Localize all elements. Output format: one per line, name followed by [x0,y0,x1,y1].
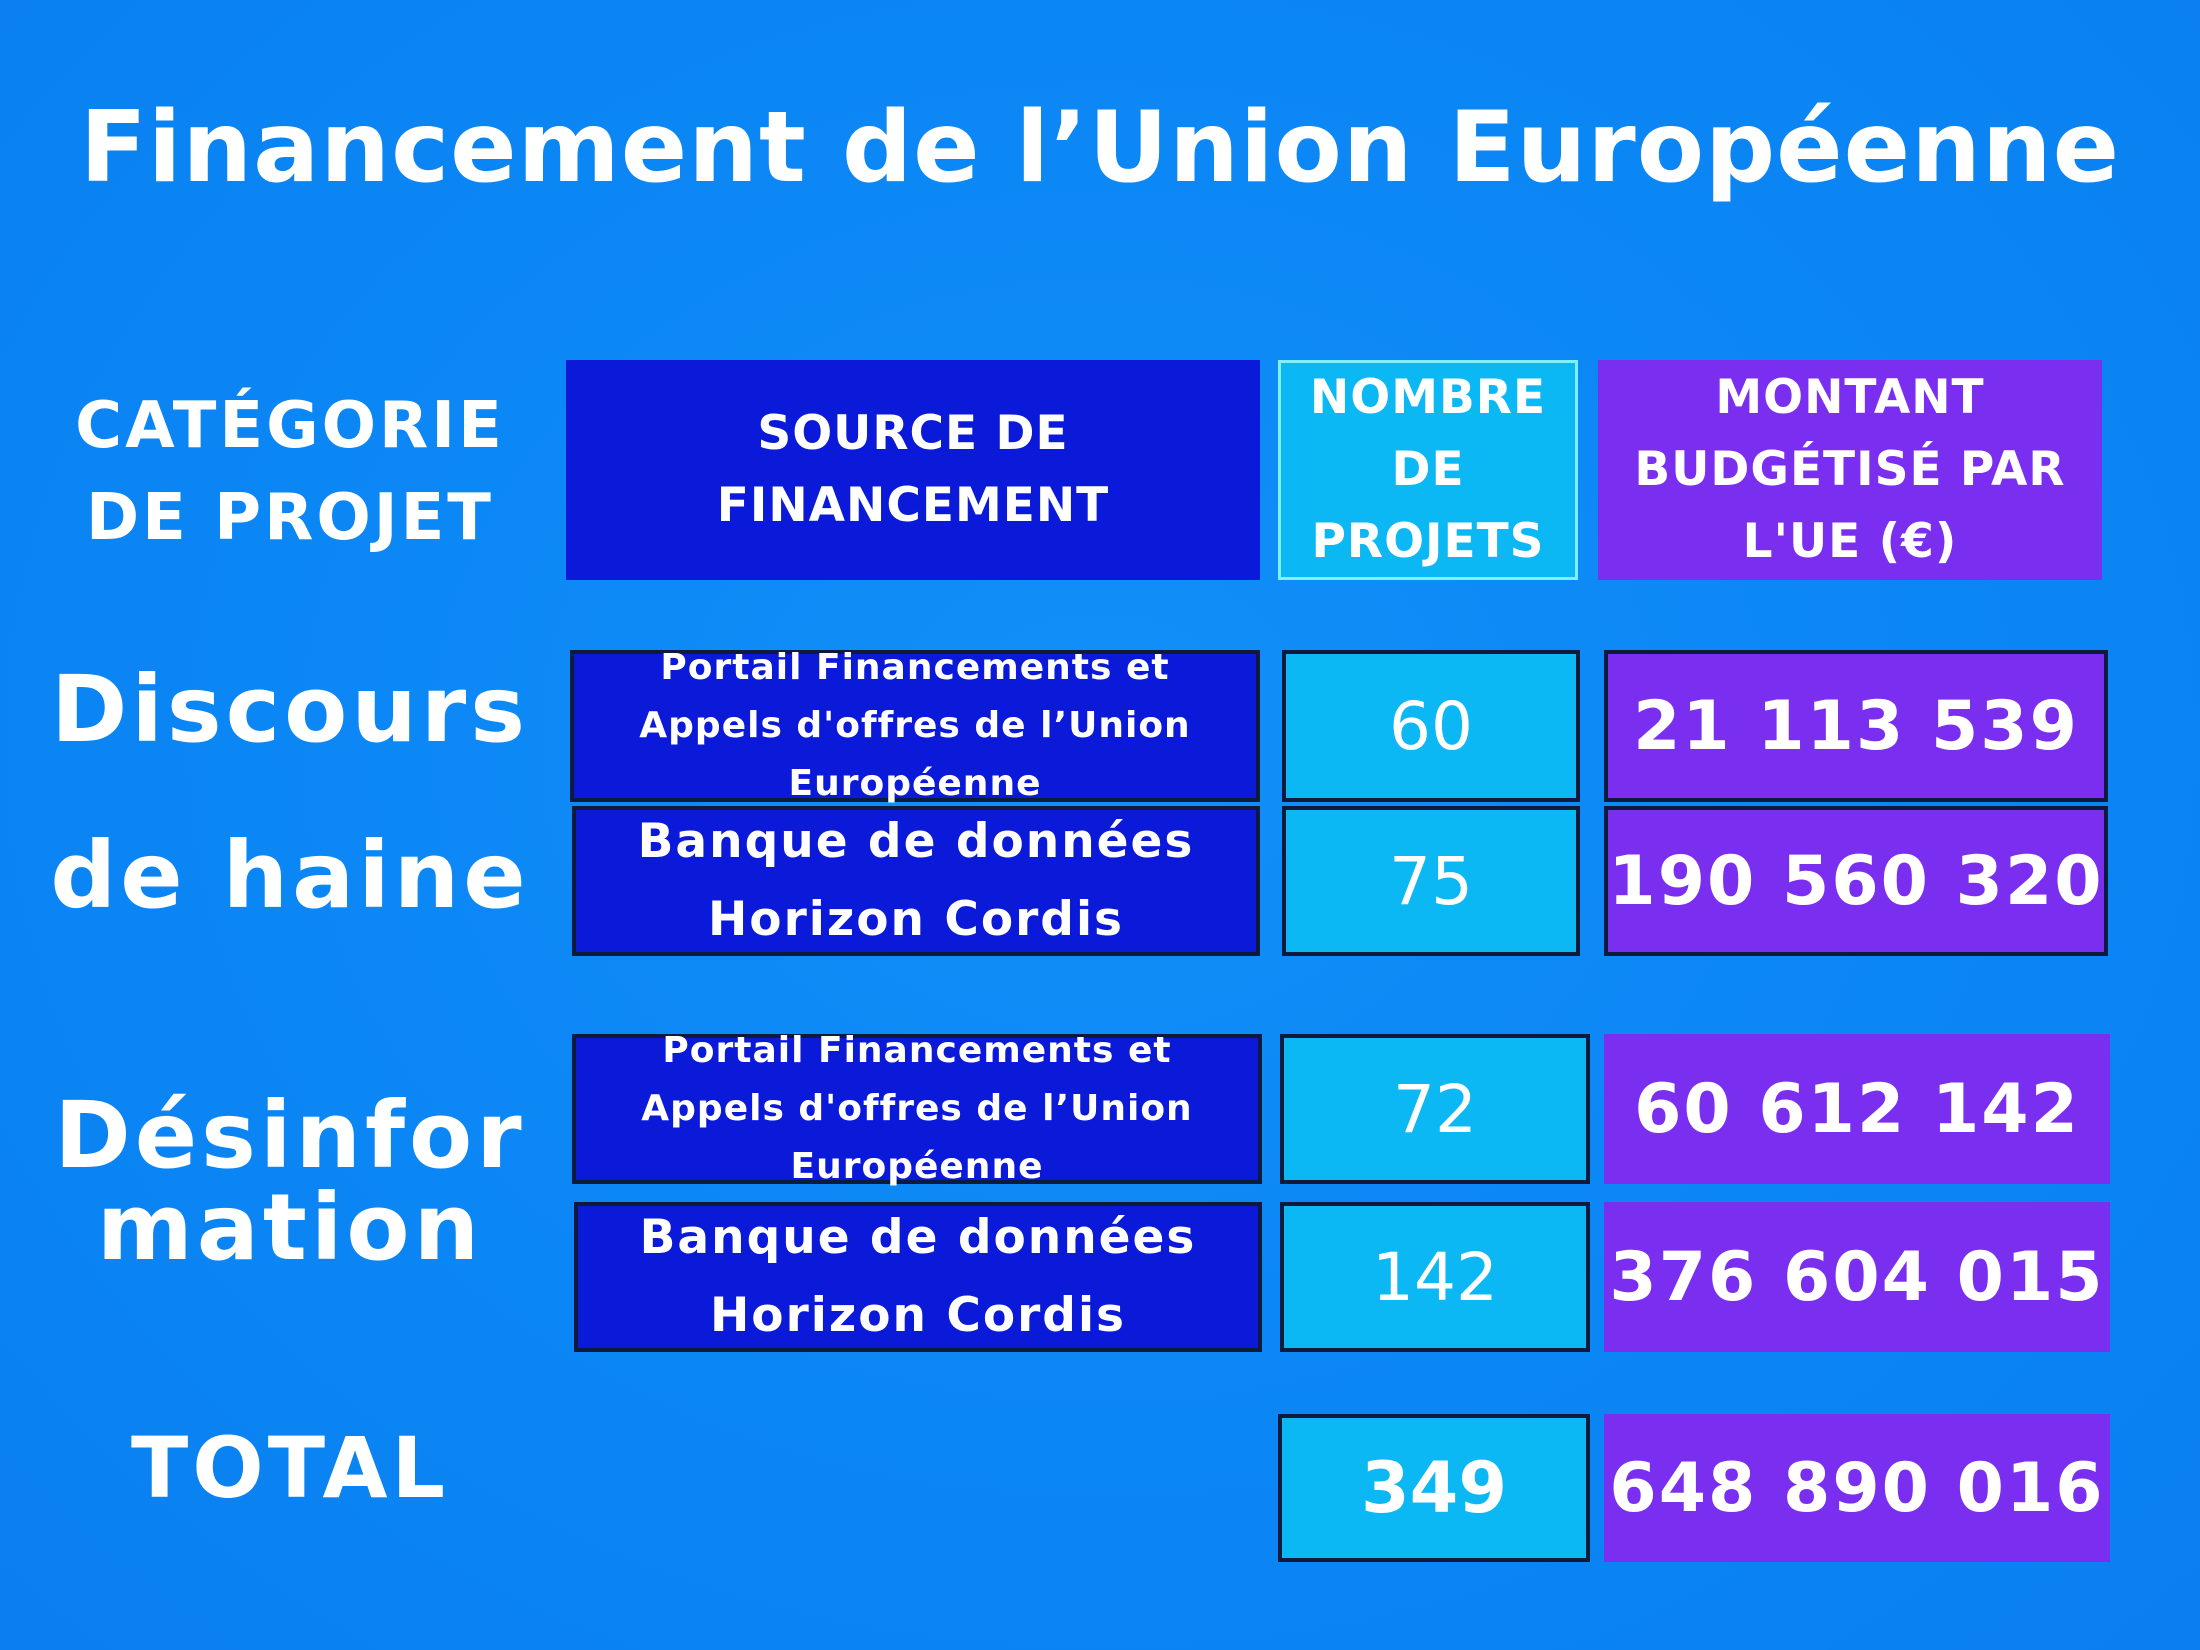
amount-cell: 21 113 539 [1604,650,2108,802]
total-count-cell: 349 [1278,1414,1590,1562]
category-hate-speech-line1: Discours [50,656,530,763]
header-category-line1: CATÉGORIE [75,389,505,463]
header-amount: MONTANT BUDGÉTISÉ PAR L'UE (€) [1598,360,2102,580]
count-cell: 75 [1282,806,1580,956]
amount-cell: 190 560 320 [1604,806,2108,956]
header-category: CATÉGORIE DE PROJET [30,364,550,580]
header-source: SOURCE DE FINANCEMENT [566,360,1260,580]
source-label: Portail Financements et Appels d'offres … [639,647,1191,804]
header-category-line2: DE PROJET [86,481,494,555]
source-label: Banque de données Horizon Cordis [637,814,1195,947]
header-source-label: SOURCE DE FINANCEMENT [716,406,1110,533]
page-title: Financement de l’Union Européenne [79,91,2121,205]
total-amount-cell: 648 890 016 [1604,1414,2110,1562]
source-cell: Portail Financements et Appels d'offres … [570,647,1260,804]
category-disinformation-line1: Désinfor [54,1082,526,1189]
count-cell: 72 [1280,1034,1590,1184]
category-hate-speech-line2: de haine [50,822,530,929]
header-amount-label: MONTANT BUDGÉTISÉ PAR L'UE (€) [1634,370,2066,569]
header-count-label: NOMBRE DE PROJETS [1309,370,1547,569]
amount-cell: 376 604 015 [1604,1202,2110,1352]
source-cell: Banque de données Horizon Cordis [572,806,1260,956]
header-count: NOMBRE DE PROJETS [1278,360,1578,580]
source-cell: Banque de données Horizon Cordis [574,1202,1262,1352]
amount-cell: 60 612 142 [1604,1034,2110,1184]
category-disinformation-line2: mation [96,1174,484,1281]
source-cell: Portail Financements et Appels d'offres … [572,1030,1262,1187]
source-label: Banque de données Horizon Cordis [639,1210,1197,1343]
source-label: Portail Financements et Appels d'offres … [641,1030,1193,1187]
count-cell: 142 [1280,1202,1590,1352]
total-label: TOTAL [130,1419,450,1517]
count-cell: 60 [1282,650,1580,802]
